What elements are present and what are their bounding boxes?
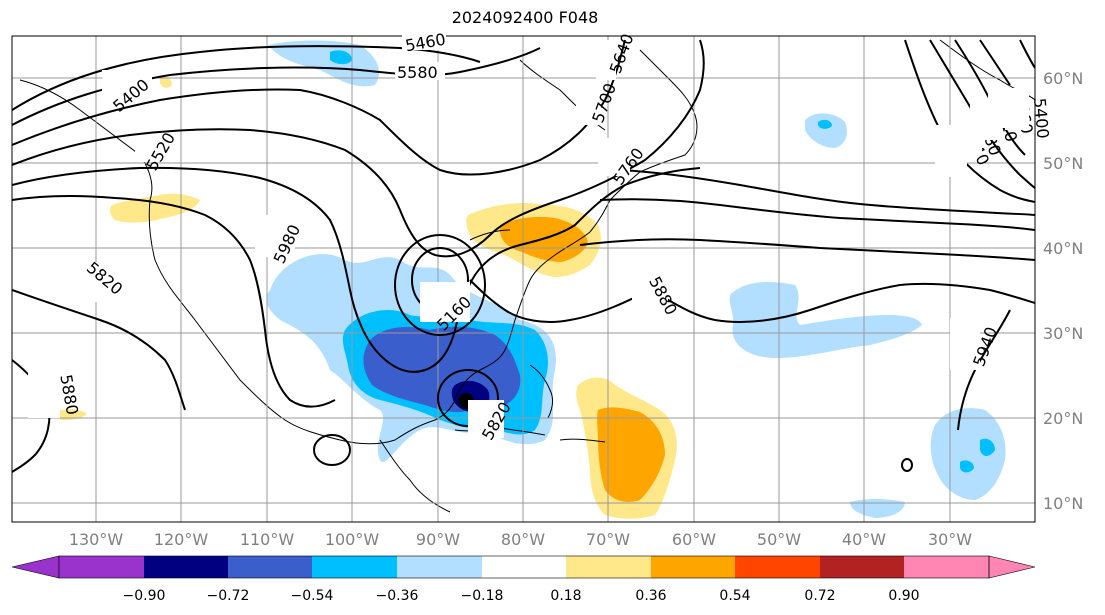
lat-label: 30°N: [1043, 324, 1083, 343]
lon-label: 50°W: [757, 530, 801, 549]
colorbar-segment: [397, 556, 482, 578]
contour-label: 5580: [397, 63, 438, 82]
lon-label: 30°W: [928, 530, 972, 549]
lon-label: 40°W: [842, 530, 886, 549]
lon-label: 90°W: [416, 530, 460, 549]
colorbar-segment: [651, 556, 735, 578]
lat-label: 20°N: [1043, 409, 1083, 428]
latitude-labels: 60°N 50°N 40°N 30°N 20°N 10°N: [1043, 69, 1083, 513]
lon-label: 80°W: [501, 530, 545, 549]
colorbar-tick-label: 0.36: [635, 588, 666, 604]
colorbar-segment: [144, 556, 228, 578]
lat-label: 60°N: [1043, 69, 1083, 88]
colorbar-tick-label: −0.54: [291, 588, 334, 604]
lon-label: 130°W: [69, 530, 124, 549]
map-title: 2024092400 F048: [451, 8, 599, 27]
colorbar-segment: [904, 556, 989, 578]
colorbar-segment: [820, 556, 904, 578]
lat-label: 50°N: [1043, 154, 1083, 173]
lat-label: 10°N: [1043, 494, 1083, 513]
height-contours: [12, 39, 1035, 473]
colorbar-tick-label: −0.36: [376, 588, 419, 604]
lon-label: 70°W: [586, 530, 630, 549]
colorbar-segment: [228, 556, 312, 578]
graticule: [12, 36, 1035, 522]
colorbar-extend-max: [988, 555, 1036, 579]
colorbar-segment: [59, 556, 144, 578]
colorbar-segment: [482, 556, 566, 578]
colorbar-tick-label: −0.90: [123, 588, 166, 604]
lat-label: 40°N: [1043, 239, 1083, 258]
colorbar-segment: [735, 556, 820, 578]
plot-frame: [11, 35, 1036, 523]
lon-label: 120°W: [154, 530, 209, 549]
colorbar-segment: [566, 556, 651, 578]
colorbar-tick-label: 0.54: [719, 588, 750, 604]
colorbar-segment: [312, 556, 397, 578]
contour-label: 5400: [1030, 97, 1052, 139]
colorbar: −0.90 −0.72 −0.54 −0.36 −0.18 0.18 0.36 …: [11, 555, 1036, 604]
colorbar-tick-label: −0.72: [207, 588, 250, 604]
colorbar-tick-label: −0.18: [461, 588, 504, 604]
lon-label: 60°W: [672, 530, 716, 549]
colorbar-tick-label: 0.90: [888, 588, 919, 604]
longitude-labels: 130°W 120°W 110°W 100°W 90°W 80°W 70°W 6…: [69, 530, 972, 549]
colorbar-tick-label: 0.18: [550, 588, 581, 604]
lon-label: 100°W: [325, 530, 380, 549]
colorbar-tick-label: 0.72: [804, 588, 835, 604]
colorbar-extend-min: [11, 555, 60, 579]
lon-label: 110°W: [240, 530, 295, 549]
